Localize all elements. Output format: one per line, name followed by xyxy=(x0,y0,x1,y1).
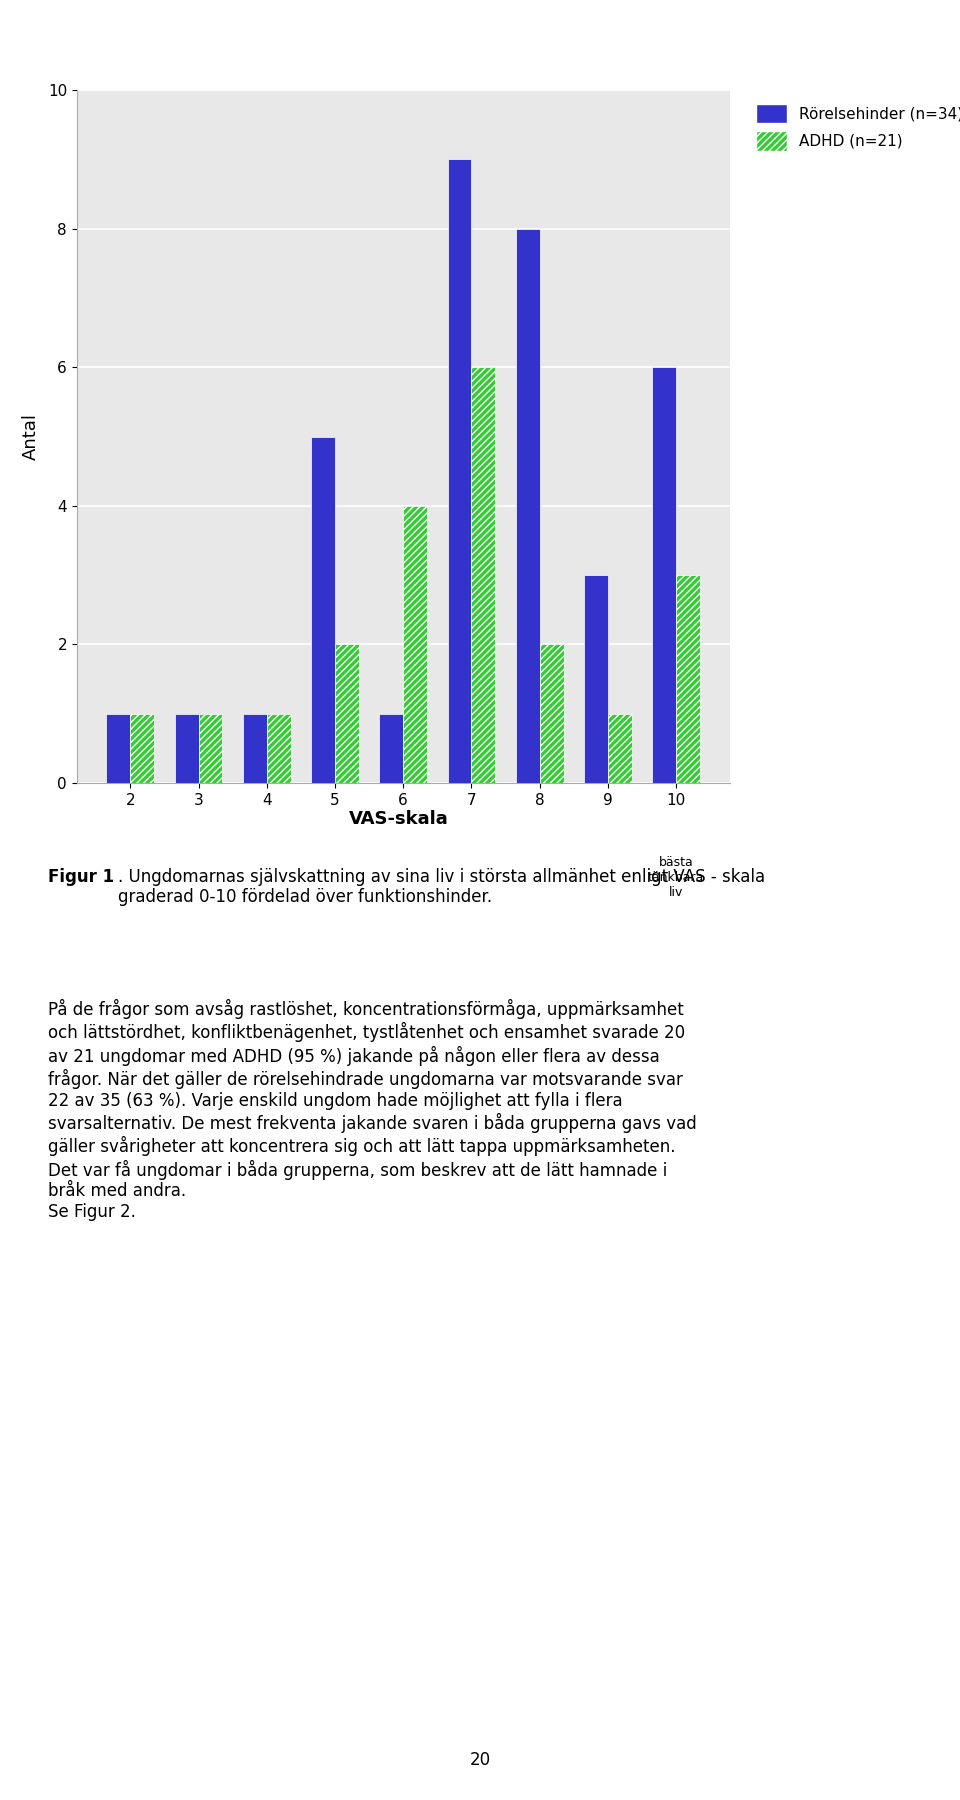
Bar xyxy=(243,715,267,783)
Bar xyxy=(584,576,608,783)
Bar xyxy=(379,715,403,783)
Text: 20: 20 xyxy=(469,1751,491,1769)
Bar xyxy=(403,506,427,783)
Bar xyxy=(540,644,564,783)
Bar xyxy=(652,367,676,783)
Text: . Ungdomarnas självskattning av sina liv i största allmänhet enligt VAS - skala
: . Ungdomarnas självskattning av sina liv… xyxy=(118,868,765,907)
Text: bästa
tänkbara
liv: bästa tänkbara liv xyxy=(648,855,705,898)
Legend: Rörelsehinder (n=34), ADHD (n=21): Rörelsehinder (n=34), ADHD (n=21) xyxy=(751,97,960,157)
Bar xyxy=(199,715,223,783)
Bar xyxy=(107,715,131,783)
Bar xyxy=(608,715,632,783)
Bar xyxy=(471,367,495,783)
Bar xyxy=(447,160,471,783)
Bar xyxy=(311,437,335,783)
Bar xyxy=(131,715,155,783)
Text: På de frågor som avsåg rastlöshet, koncentrationsförmåga, uppmärksamhet
och lätt: På de frågor som avsåg rastlöshet, konce… xyxy=(48,999,697,1220)
Text: VAS-skala: VAS-skala xyxy=(348,810,448,828)
Bar xyxy=(335,644,359,783)
Bar xyxy=(516,229,540,783)
Bar xyxy=(267,715,291,783)
Bar xyxy=(676,576,700,783)
Y-axis label: Antal: Antal xyxy=(21,412,39,461)
Bar xyxy=(175,715,199,783)
Text: Figur 1: Figur 1 xyxy=(48,868,114,886)
